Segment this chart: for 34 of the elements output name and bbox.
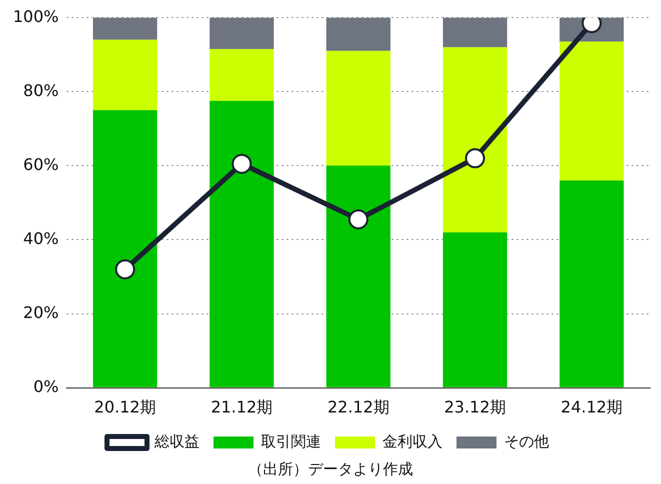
- point: [465, 148, 486, 168]
- x-tick-label: 22.12期: [327, 398, 390, 417]
- legend-label: 総収益: [154, 432, 200, 450]
- point: [115, 259, 136, 280]
- bar: [92, 40, 158, 110]
- text: （出所）データより作成: [247, 460, 414, 479]
- bar: [560, 42, 624, 180]
- bar: [326, 50, 390, 166]
- bar: [326, 166, 390, 388]
- y-tick-label: 60%: [23, 154, 59, 174]
- bar: [442, 18, 508, 48]
- bar: [326, 18, 390, 51]
- y-tick-label: 40%: [23, 228, 59, 248]
- legend-label: 金利収入: [382, 432, 442, 450]
- bar: [442, 47, 508, 232]
- x-tick-label: 24.12期: [560, 398, 623, 417]
- bar: [442, 232, 508, 388]
- x-tick-label: 21.12期: [210, 398, 273, 417]
- y-tick-label: 0%: [33, 376, 59, 396]
- x-tick-label: 20.12期: [94, 398, 156, 417]
- bar: [210, 49, 274, 101]
- bar: [210, 100, 274, 388]
- y-tick-label: 20%: [23, 302, 59, 322]
- point: [348, 209, 368, 230]
- point: [232, 154, 252, 174]
- legend-label: その他: [504, 432, 549, 450]
- bar: [92, 18, 158, 40]
- bar: [210, 18, 274, 50]
- legend-label: 取引関連: [261, 432, 321, 450]
- x-tick-label: 23.12期: [444, 398, 506, 417]
- bar: [92, 110, 158, 388]
- y-tick-label: 100%: [12, 6, 59, 26]
- bar: [560, 180, 624, 388]
- y-tick-label: 80%: [23, 80, 59, 100]
